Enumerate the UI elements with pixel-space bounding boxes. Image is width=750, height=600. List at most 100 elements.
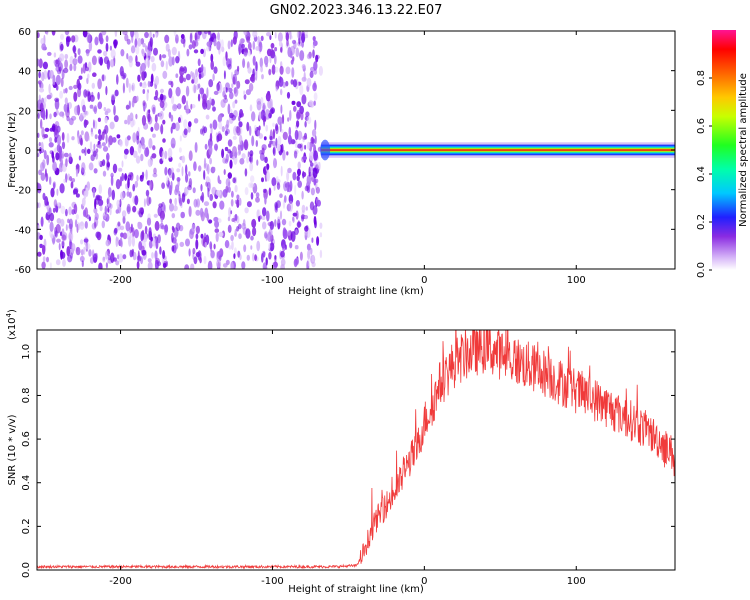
noise-speck [93,207,98,214]
noise-speck [122,232,128,240]
noise-speck [196,83,199,90]
noise-speck [205,163,208,172]
noise-speck [213,38,217,47]
noise-speck [310,66,315,72]
noise-speck [313,150,318,161]
noise-speck [191,40,196,49]
noise-speck [179,135,182,142]
noise-speck [87,135,90,141]
noise-speck [59,183,65,194]
noise-speck [162,119,166,125]
noise-speck [58,243,61,251]
noise-speck [89,141,93,152]
noise-speck [176,177,181,182]
colorbar-tick-label: 0.4 [696,166,707,182]
noise-speck [52,207,56,213]
noise-speck [308,151,315,161]
noise-speck [124,33,129,42]
noise-speck [238,146,242,155]
noise-speck [109,207,112,216]
noise-speck [307,256,310,267]
colorbar-tick-label: 0.6 [696,118,707,134]
noise-speck [228,245,232,250]
noise-speck [209,36,214,42]
noise-speck [175,222,181,232]
noise-speck [255,71,258,81]
colorbar-tick-label: 0.2 [696,214,707,230]
y-tick-label: 0 [25,146,31,157]
noise-speck [221,148,225,159]
noise-speck [60,33,64,41]
y-tick-label: 0.2 [21,518,32,534]
noise-speck [290,137,293,145]
noise-speck [216,190,222,197]
noise-speck [115,260,120,266]
noise-speck [180,37,186,45]
noise-speck [291,39,297,45]
noise-speck [306,116,312,125]
noise-speck [122,254,127,260]
noise-speck [49,69,54,79]
noise-speck [248,82,254,92]
noise-speck [181,155,186,164]
noise-speck [247,42,252,51]
noise-speck [286,91,291,99]
noise-speck [297,161,301,170]
noise-speck [213,243,216,250]
noise-speck [274,32,277,39]
noise-speck [43,134,49,139]
noise-speck [263,136,267,141]
noise-speck [266,32,271,37]
noise-speck [281,114,285,125]
noise-speck [103,50,108,57]
noise-speck [126,38,131,45]
noise-speck [188,248,191,257]
noise-speck [230,261,234,269]
noise-speck [125,77,129,89]
noise-speck [214,228,220,234]
noise-speck [280,143,284,153]
noise-speck [246,254,250,261]
y-tick-label: 0.0 [21,562,32,578]
noise-speck [222,263,228,268]
noise-speck [315,54,319,63]
noise-speck [268,252,272,260]
noise-speck [225,124,229,131]
noise-speck [40,118,43,129]
noise-speck [208,79,214,88]
noise-speck [117,254,120,260]
noise-speck [250,74,256,83]
noise-speck [66,246,71,257]
noise-speck [212,73,215,81]
noise-speck [186,198,190,205]
noise-speck [207,31,211,36]
noise-speck [216,251,222,260]
noise-speck [178,162,182,168]
noise-speck [246,201,252,208]
noise-speck [285,80,289,87]
noise-speck [88,40,93,52]
noise-speck [131,33,134,44]
noise-speck [193,118,199,124]
noise-speck [159,110,164,120]
noise-speck [231,71,233,80]
noise-speck [63,67,69,74]
noise-speck [279,210,283,220]
noise-speck [175,34,179,44]
x-tick-label: -200 [109,275,132,286]
noise-speck [134,31,139,40]
noise-speck [238,43,242,54]
noise-speck [234,213,238,222]
noise-speck [98,129,102,135]
noise-speck [179,74,184,84]
x-tick-label: 100 [567,576,586,587]
noise-speck [84,147,87,156]
noise-speck [247,151,250,158]
noise-speck [61,234,67,241]
noise-speck [64,53,69,60]
noise-speck [83,190,87,200]
noise-speck [268,187,272,196]
noise-speck [110,49,116,59]
noise-speck [44,168,47,178]
noise-speck [110,93,116,101]
